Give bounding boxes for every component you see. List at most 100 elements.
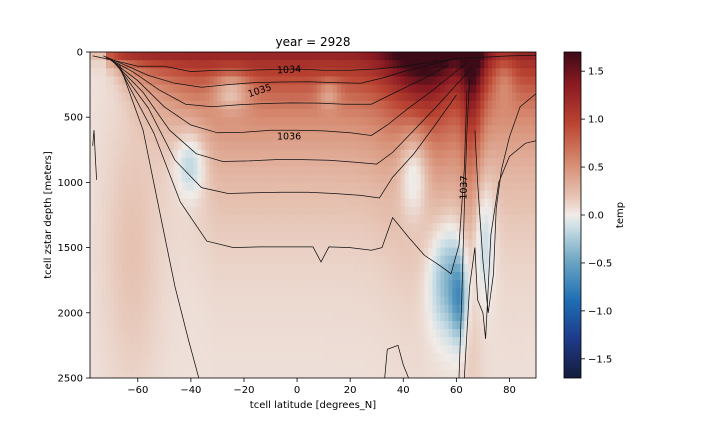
heatmap-cell xyxy=(193,182,199,192)
heatmap-cell xyxy=(376,296,382,306)
heatmap-cell xyxy=(380,288,386,298)
heatmap-cell xyxy=(352,100,358,110)
heatmap-cell xyxy=(245,157,250,167)
heatmap-cell xyxy=(368,231,374,241)
heatmap-cell xyxy=(452,52,457,61)
heatmap-cell xyxy=(368,60,374,69)
heatmap-cell xyxy=(528,190,533,200)
heatmap-cell xyxy=(265,263,270,273)
heatmap-cell xyxy=(464,117,469,126)
heatmap-cell xyxy=(440,215,446,224)
heatmap-cell xyxy=(189,280,195,289)
heatmap-cell xyxy=(508,369,513,378)
heatmap-cell xyxy=(344,345,350,355)
heatmap-cell xyxy=(181,133,187,143)
heatmap-cell xyxy=(468,353,473,363)
heatmap-cell xyxy=(293,304,298,314)
heatmap-cell xyxy=(189,288,195,298)
heatmap-cell xyxy=(157,345,163,355)
heatmap-cell xyxy=(177,76,183,86)
heatmap-cell xyxy=(237,190,242,200)
heatmap-cell xyxy=(492,312,497,322)
heatmap-cell xyxy=(468,223,473,232)
heatmap-cell xyxy=(484,166,489,175)
heatmap-cell xyxy=(452,60,457,69)
heatmap-cell xyxy=(352,125,358,135)
heatmap-cell xyxy=(213,312,219,322)
heatmap-cell xyxy=(281,117,286,126)
heatmap-cell xyxy=(225,223,230,232)
heatmap-cell xyxy=(289,337,294,346)
heatmap-cell xyxy=(265,304,270,314)
heatmap-cell xyxy=(344,84,350,94)
heatmap-cell xyxy=(97,231,103,241)
heatmap-cell xyxy=(93,288,99,298)
heatmap-cell xyxy=(90,149,95,159)
contour-line xyxy=(103,55,452,88)
heatmap-cell xyxy=(408,166,414,175)
heatmap-cell xyxy=(452,231,457,241)
x-tick-label: 40 xyxy=(397,385,410,396)
heatmap-cell xyxy=(161,255,167,265)
heatmap-cell xyxy=(340,345,346,355)
heatmap-cell xyxy=(257,296,262,306)
heatmap-cell xyxy=(404,68,410,78)
heatmap-cell xyxy=(277,52,282,61)
heatmap-cell xyxy=(117,109,123,118)
colorbar-gradient xyxy=(563,51,582,379)
heatmap-cell xyxy=(245,288,250,298)
heatmap-cell xyxy=(340,206,346,216)
heatmap-cell xyxy=(420,320,426,330)
heatmap-cell xyxy=(117,117,123,126)
heatmap-cell xyxy=(400,320,406,330)
heatmap-cell xyxy=(420,361,426,371)
heatmap-cell xyxy=(456,100,461,110)
heatmap-cell xyxy=(185,272,191,281)
heatmap-cell xyxy=(269,239,274,249)
heatmap-cell xyxy=(297,117,302,126)
heatmap-cell xyxy=(480,369,485,378)
heatmap-cell xyxy=(472,304,477,314)
heatmap-cell xyxy=(217,353,223,363)
heatmap-cell xyxy=(197,312,203,322)
heatmap-cell xyxy=(368,272,374,281)
heatmap-cell xyxy=(432,320,438,330)
heatmap-cell xyxy=(440,149,446,159)
heatmap-cell xyxy=(213,320,219,330)
heatmap-cell xyxy=(149,133,155,143)
heatmap-cell xyxy=(412,272,418,281)
heatmap-cell xyxy=(293,280,298,289)
heatmap-cell xyxy=(360,92,366,102)
heatmap-cell xyxy=(101,345,107,355)
heatmap-cell xyxy=(153,60,159,69)
heatmap-cell xyxy=(332,255,338,265)
heatmap-cell xyxy=(253,231,258,241)
heatmap-cell xyxy=(93,247,99,257)
heatmap-cell xyxy=(472,296,477,306)
heatmap-cell xyxy=(237,337,242,346)
heatmap-cell xyxy=(420,60,426,69)
heatmap-cell xyxy=(201,198,207,208)
heatmap-cell xyxy=(496,60,501,69)
heatmap-cell xyxy=(129,223,135,232)
heatmap-cell xyxy=(225,247,230,257)
heatmap-cell xyxy=(508,329,513,338)
heatmap-cell xyxy=(173,361,179,371)
heatmap-cell xyxy=(253,345,258,355)
heatmap-cell xyxy=(500,166,505,175)
heatmap-cell xyxy=(189,52,195,61)
heatmap-cell xyxy=(301,198,306,208)
heatmap-cell xyxy=(209,206,215,216)
heatmap-cell xyxy=(197,215,203,224)
heatmap-cell xyxy=(336,239,342,249)
heatmap-cell xyxy=(145,60,151,69)
heatmap-cell xyxy=(436,304,442,314)
heatmap-cell xyxy=(384,149,390,159)
heatmap-cell xyxy=(464,255,469,265)
heatmap-cell xyxy=(528,247,533,257)
heatmap-cell xyxy=(101,100,107,110)
heatmap-cell xyxy=(165,337,171,346)
heatmap-cell xyxy=(225,141,230,151)
heatmap-cell xyxy=(500,247,505,257)
heatmap-cell xyxy=(285,190,290,200)
